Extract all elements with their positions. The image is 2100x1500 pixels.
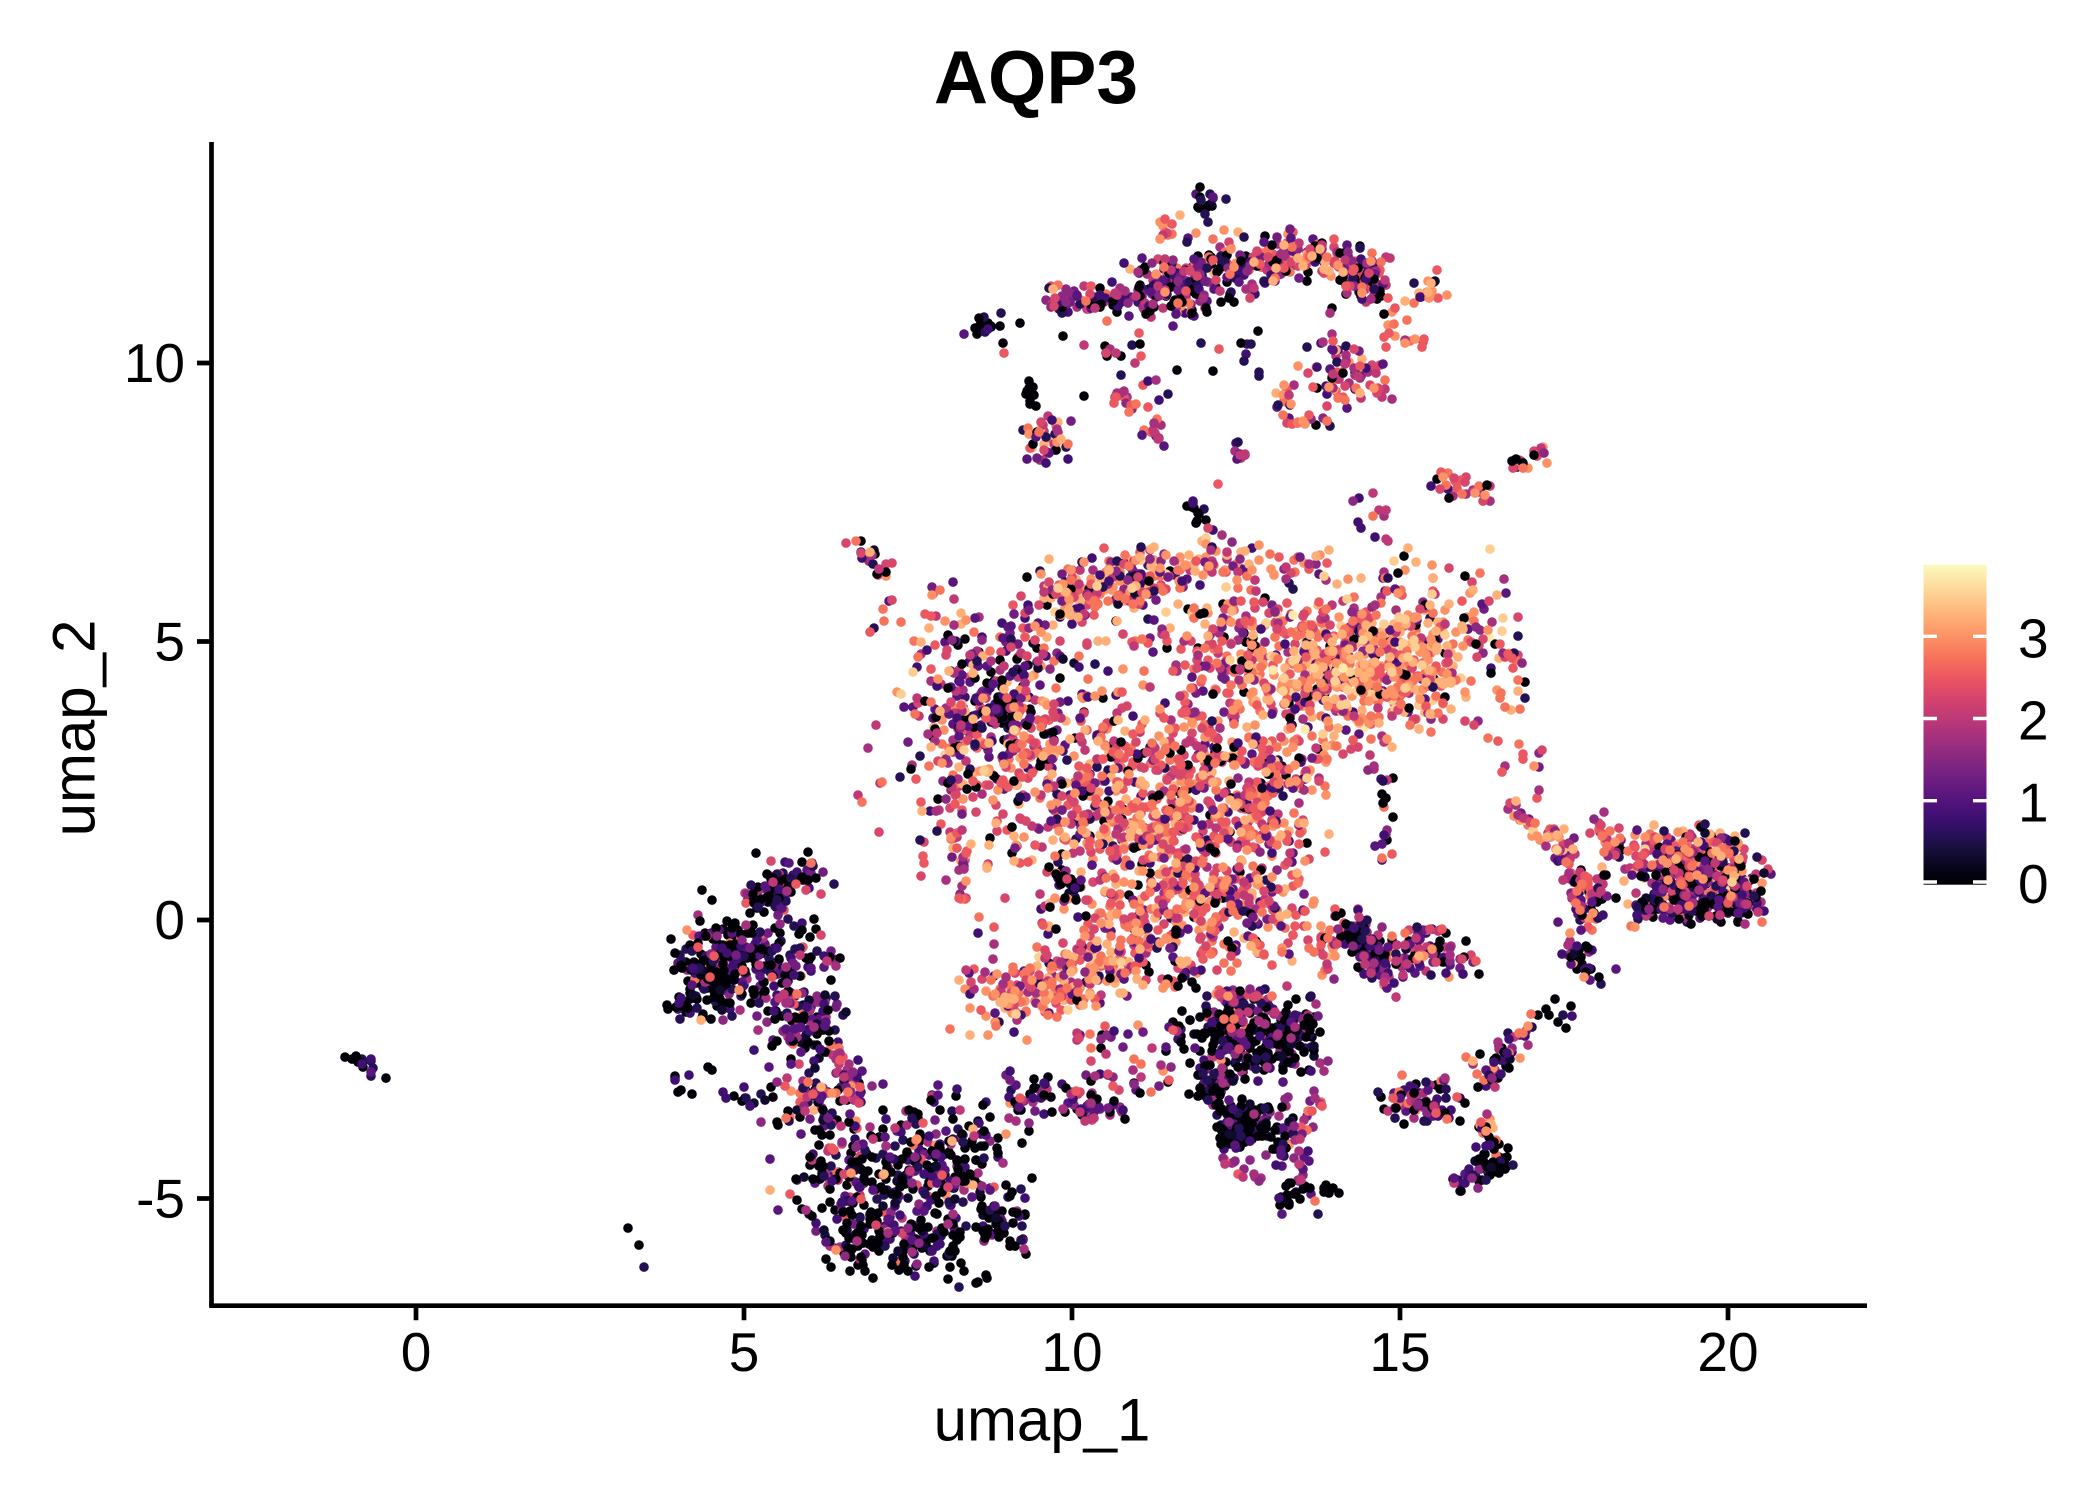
- svg-text:AQP3: AQP3: [934, 35, 1138, 119]
- svg-text:2: 2: [2018, 690, 2049, 752]
- svg-text:5: 5: [154, 611, 185, 673]
- svg-text:10: 10: [1041, 1321, 1102, 1383]
- svg-text:0: 0: [401, 1321, 432, 1383]
- svg-text:-5: -5: [136, 1168, 185, 1230]
- svg-text:5: 5: [729, 1321, 760, 1383]
- svg-text:umap_2: umap_2: [41, 620, 108, 837]
- svg-text:10: 10: [124, 332, 185, 394]
- svg-text:0: 0: [154, 889, 185, 951]
- svg-text:20: 20: [1697, 1321, 1758, 1383]
- svg-text:umap_1: umap_1: [934, 1387, 1151, 1454]
- svg-text:0: 0: [2018, 853, 2049, 915]
- svg-text:1: 1: [2018, 772, 2049, 834]
- svg-text:3: 3: [2018, 607, 2049, 669]
- svg-text:15: 15: [1369, 1321, 1430, 1383]
